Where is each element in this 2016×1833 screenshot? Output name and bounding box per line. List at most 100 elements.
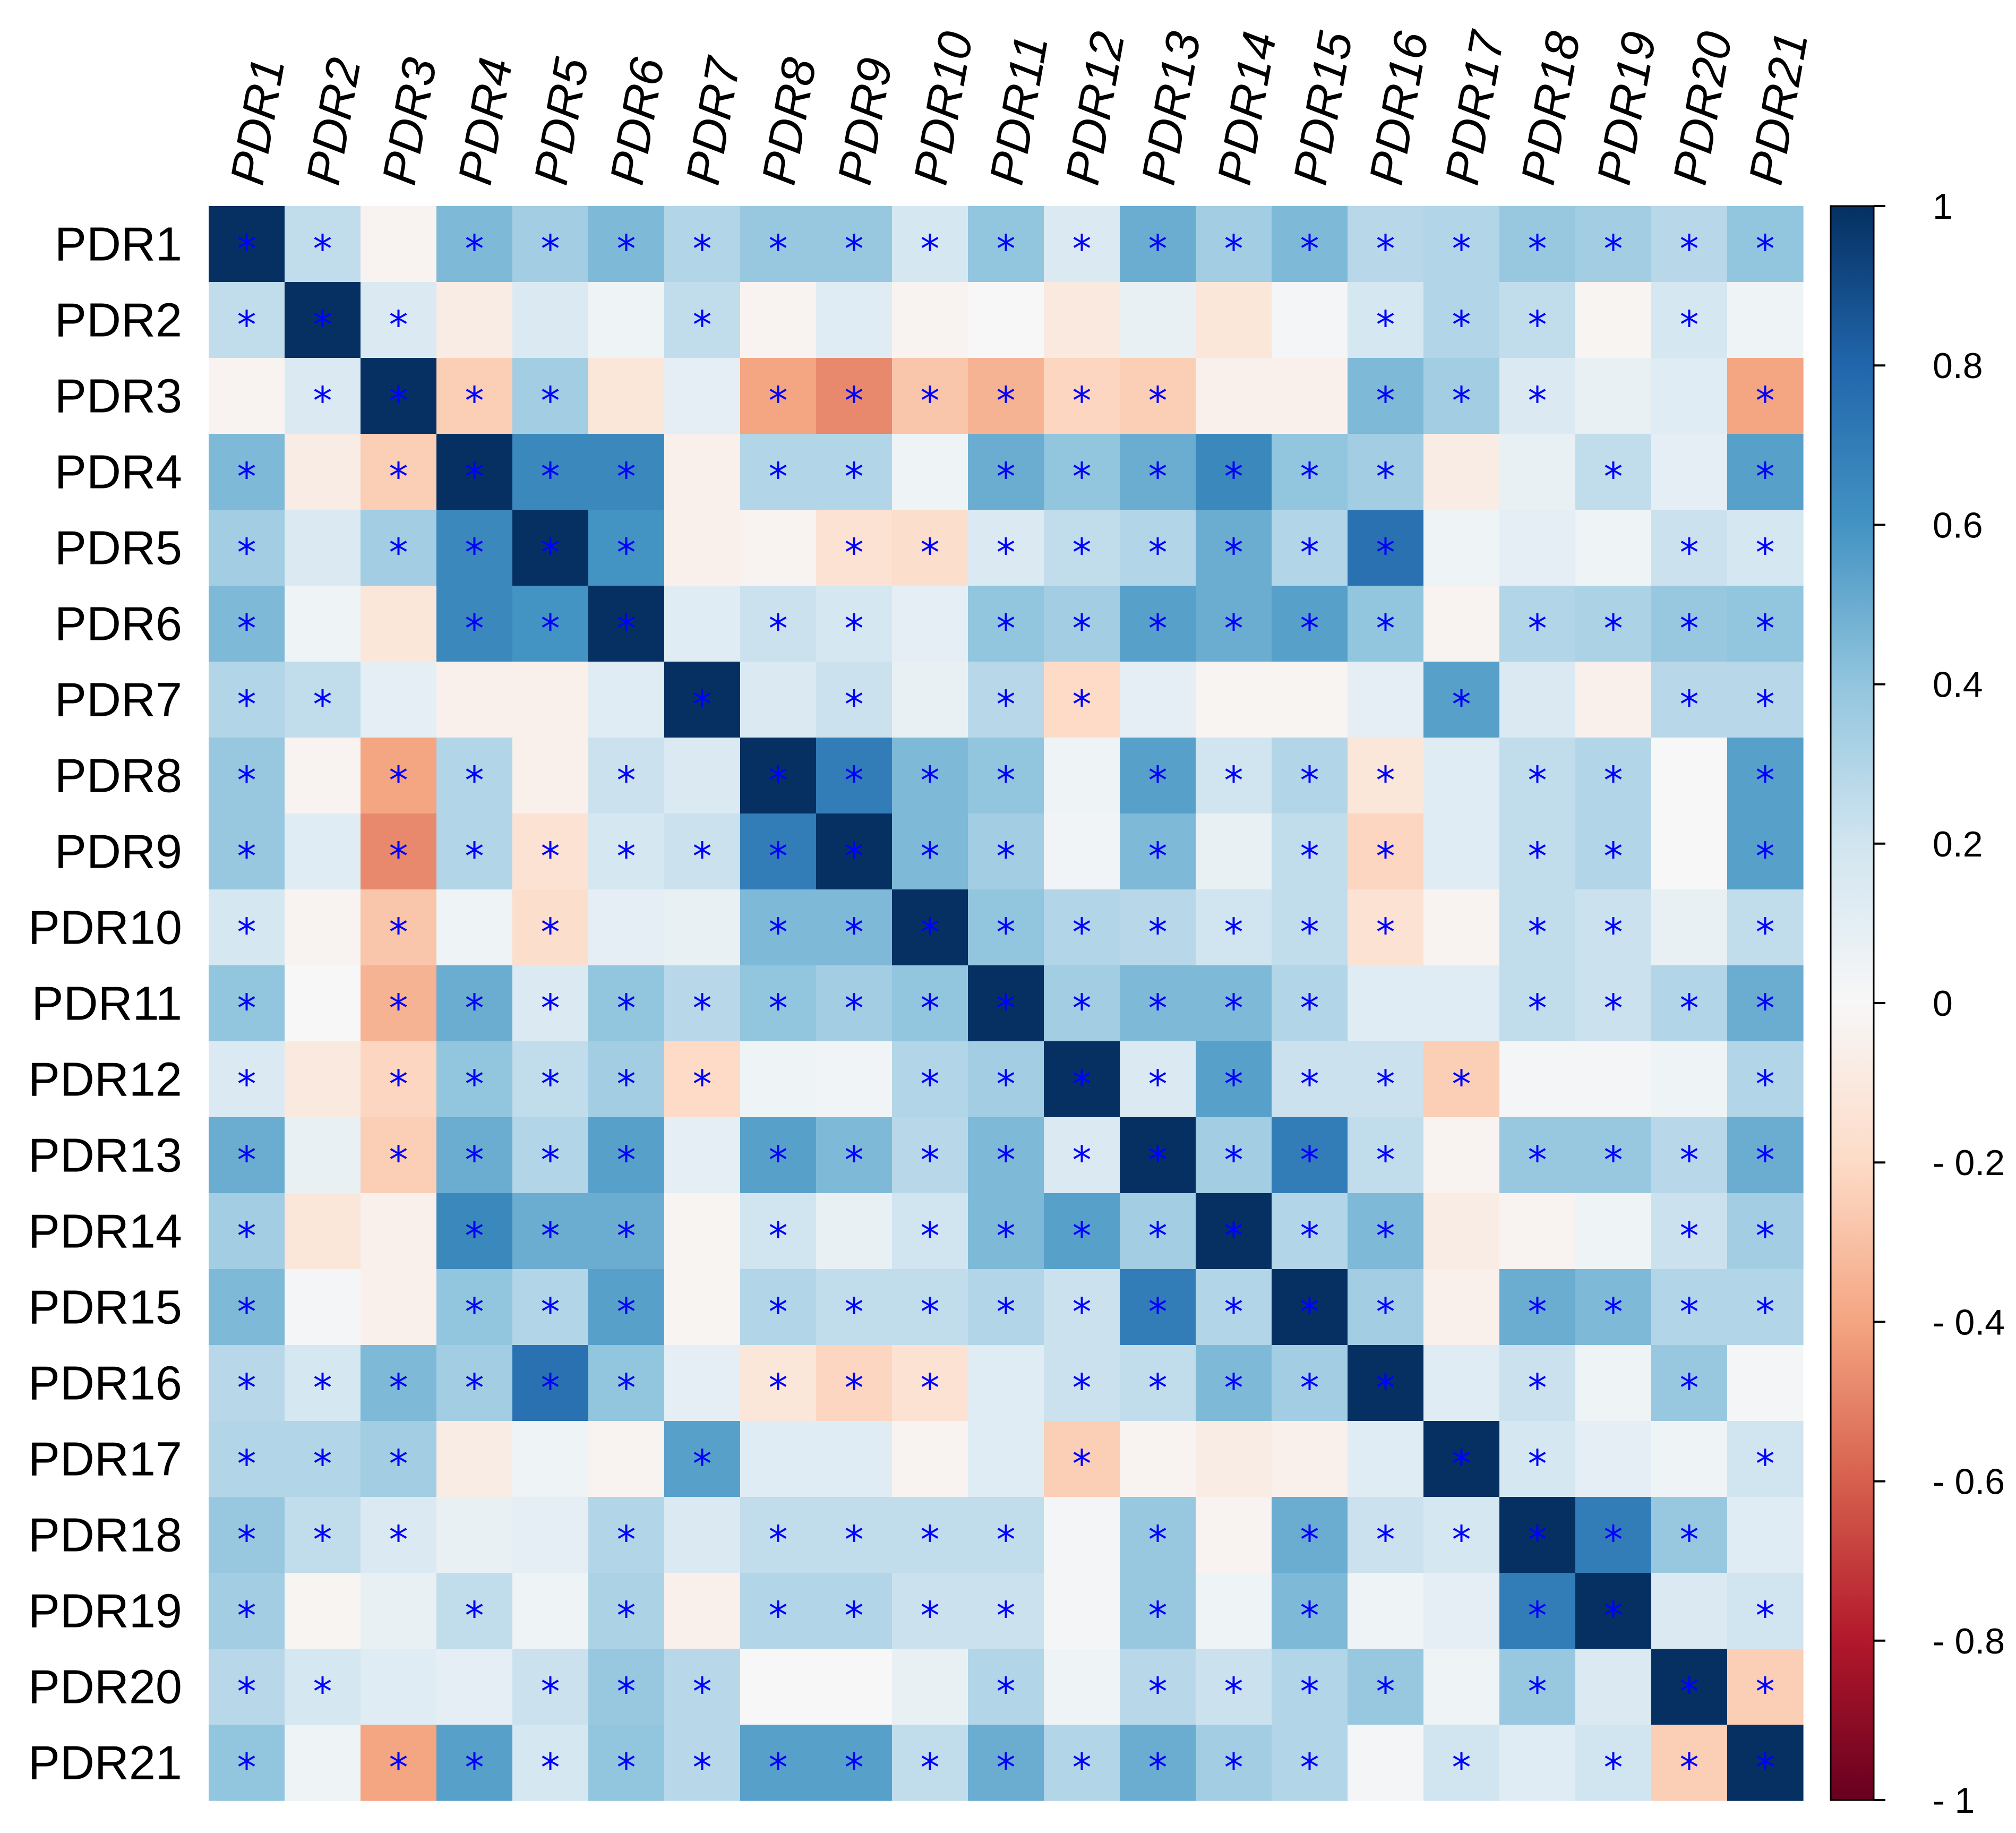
heatmap-cell-pdr4-pdr9 [816,434,893,510]
heatmap-cell-pdr6-pdr15 [1272,586,1348,662]
significance-marker: * [769,758,788,803]
heatmap-cell-pdr17-pdr5 [512,1421,589,1497]
significance-marker: * [465,455,484,499]
heatmap-cell-pdr20-pdr19 [1575,1649,1652,1725]
heatmap-cell-pdr14-pdr3 [361,1193,437,1270]
heatmap-cell-pdr11-pdr9 [816,965,893,1042]
heatmap-cell-pdr7-pdr9 [816,662,893,738]
significance-marker: * [1073,379,1092,423]
heatmap-cell-pdr7-pdr17 [1423,662,1500,738]
significance-marker: * [617,834,636,879]
heatmap-cell-pdr10-pdr11 [968,889,1044,966]
significance-marker: * [1224,1138,1243,1183]
significance-marker: * [617,530,636,575]
heatmap-cell-pdr4-pdr21 [1727,434,1804,510]
heatmap-cell-pdr19-pdr20 [1651,1573,1728,1649]
significance-marker: * [617,1745,636,1790]
heatmap-cell-pdr8-pdr2 [285,738,361,814]
heatmap-cell-pdr3-pdr3 [361,358,437,434]
heatmap-cell-pdr15-pdr12 [1044,1269,1120,1346]
heatmap-cell-pdr15-pdr3 [361,1269,437,1346]
heatmap-cell-pdr7-pdr21 [1727,662,1804,738]
heatmap-cell-pdr7-pdr15 [1272,662,1348,738]
heatmap-cell-pdr21-pdr11 [968,1725,1044,1801]
heatmap-cell-pdr20-pdr2 [285,1649,361,1725]
significance-marker: * [1604,227,1623,271]
colorbar-tick-label: - 0.4 [1933,1302,2005,1342]
heatmap-cell-pdr13-pdr10 [892,1117,968,1194]
significance-marker: * [1073,910,1092,955]
significance-marker: * [1604,1290,1623,1334]
heatmap-cell-pdr14-pdr14 [1196,1193,1272,1270]
heatmap-cell-pdr1-pdr4 [436,206,513,282]
heatmap-cell-pdr1-pdr8 [740,206,817,282]
significance-marker: * [541,986,560,1031]
significance-marker: * [1148,1594,1168,1638]
heatmap-cell-pdr3-pdr13 [1120,358,1196,434]
colorbar-tick-label: - 0.2 [1933,1143,2005,1183]
heatmap-cell-pdr1-pdr9 [816,206,893,282]
heatmap-cell-pdr4-pdr7 [664,434,741,510]
significance-marker: * [997,758,1016,803]
significance-marker: * [1756,1138,1775,1183]
significance-marker: * [845,530,864,575]
significance-marker: * [1300,1366,1319,1410]
heatmap-cell-pdr5-pdr12 [1044,510,1120,586]
significance-marker: * [997,910,1016,955]
significance-marker: * [845,606,864,651]
significance-marker: * [1680,1366,1699,1410]
significance-marker: * [997,1138,1016,1183]
heatmap-cell-pdr14-pdr12 [1044,1193,1120,1270]
heatmap-cell-pdr11-pdr8 [740,965,817,1042]
heatmap-cell-pdr1-pdr3 [361,206,437,282]
heatmap-cell-pdr18-pdr19 [1575,1497,1652,1573]
row-labels: PDR1 PDR2 PDR3 PDR4 PDR5 PDR6 PDR7 PDR8 PDR9 PDR1… [28,218,182,1790]
heatmap-cell-pdr16-pdr15 [1272,1345,1348,1421]
heatmap-cell-pdr9-pdr19 [1575,813,1652,890]
heatmap-cell-pdr8-pdr21 [1727,738,1804,814]
heatmap-cell-pdr13-pdr13 [1120,1117,1196,1194]
heatmap-cell-pdr13-pdr1 [209,1117,285,1194]
significance-marker: * [237,834,256,879]
heatmap-cell-pdr1-pdr14 [1196,206,1272,282]
significance-marker: * [997,379,1016,423]
significance-marker: * [541,530,560,575]
heatmap-cell-pdr4-pdr1 [209,434,285,510]
significance-marker: * [1452,379,1471,423]
significance-marker: * [769,1594,788,1638]
significance-marker: * [1224,1669,1243,1714]
significance-marker: * [769,1366,788,1410]
heatmap-cell-pdr11-pdr18 [1499,965,1576,1042]
significance-marker: * [921,1518,940,1562]
heatmap-cell-pdr19-pdr6 [588,1573,665,1649]
heatmap-cell-pdr4-pdr8 [740,434,817,510]
significance-marker: * [845,834,864,879]
significance-marker: * [1528,1290,1547,1334]
heatmap-cell-pdr3-pdr20 [1651,358,1728,434]
significance-marker: * [1073,1214,1092,1258]
heatmap-cell-pdr4-pdr15 [1272,434,1348,510]
row-label-pdr12: PDR12 [28,1053,182,1107]
heatmap-cell-pdr12-pdr2 [285,1041,361,1118]
heatmap-cell-pdr11-pdr13 [1120,965,1196,1042]
heatmap-cell-pdr18-pdr10 [892,1497,968,1573]
heatmap-cell-pdr20-pdr7 [664,1649,741,1725]
heatmap-cell-pdr6-pdr18 [1499,586,1576,662]
significance-marker: * [1680,1290,1699,1334]
heatmap-cell-pdr2-pdr4 [436,282,513,358]
heatmap-cell-pdr5-pdr4 [436,510,513,586]
colorbar-tick-label: 0.8 [1933,346,1983,386]
significance-marker: * [1376,910,1395,955]
heatmap-cell-pdr12-pdr11 [968,1041,1044,1118]
heatmap-cell-pdr4-pdr4 [436,434,513,510]
heatmap-cell-pdr8-pdr6 [588,738,665,814]
heatmap-cell-pdr9-pdr17 [1423,813,1500,890]
heatmap-cell-pdr18-pdr20 [1651,1497,1728,1573]
significance-marker: * [1756,1214,1775,1258]
heatmap-cell-pdr10-pdr19 [1575,889,1652,966]
heatmap-cell-pdr18-pdr17 [1423,1497,1500,1573]
significance-marker: * [237,1594,256,1638]
heatmap-cell-pdr19-pdr5 [512,1573,589,1649]
significance-marker: * [389,910,408,955]
heatmap-cell-pdr14-pdr9 [816,1193,893,1270]
